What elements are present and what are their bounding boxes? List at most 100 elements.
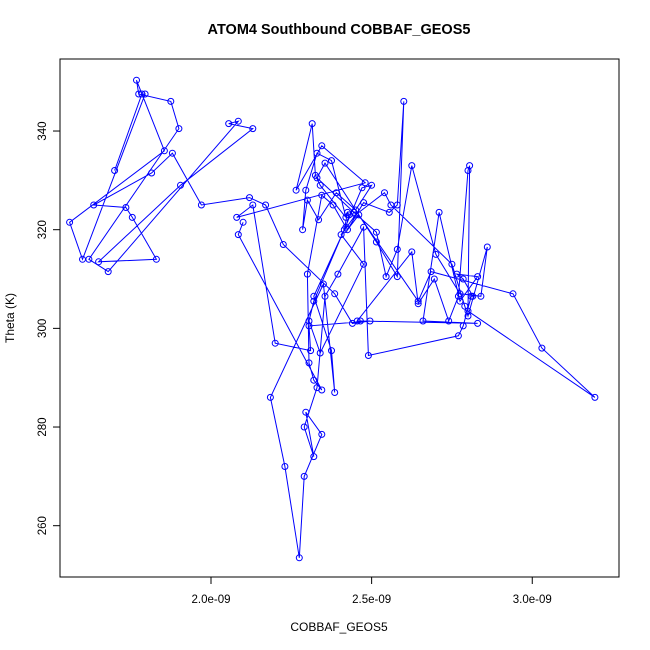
data-point [249, 125, 257, 133]
data-point [461, 302, 469, 310]
data-point [356, 317, 364, 325]
data-point [135, 90, 143, 98]
data-point [360, 199, 368, 207]
data-point [234, 231, 242, 239]
data-point [419, 317, 427, 325]
data-point [111, 167, 119, 174]
data-point [239, 218, 247, 226]
data-point [246, 194, 253, 202]
data-point [456, 297, 464, 305]
data-point [160, 147, 168, 155]
plot-frame [59, 58, 620, 578]
data-point [538, 344, 546, 352]
data-point [328, 347, 335, 355]
data-point [430, 275, 438, 283]
data-point [85, 255, 93, 263]
data-point [303, 270, 311, 278]
data-point [152, 255, 160, 263]
data-point [408, 162, 416, 170]
data-point [197, 201, 205, 209]
data-point [364, 352, 372, 359]
data-point [133, 76, 140, 84]
data-point [262, 201, 270, 209]
data-point [393, 201, 401, 209]
data-point [448, 260, 456, 268]
data-point [167, 97, 175, 105]
data-point [299, 226, 307, 234]
data-point [318, 386, 326, 394]
x-tick-label: 3.0e-09 [513, 594, 552, 606]
data-point [355, 211, 363, 219]
data-point [361, 179, 369, 187]
y-tick-label: 260 [37, 516, 49, 535]
data-point [308, 120, 316, 128]
data-point [474, 273, 482, 281]
data-point [337, 231, 345, 239]
data-point [321, 159, 329, 167]
chart-title: ATOM4 Southbound COBBAF_GEOS5 [208, 22, 471, 38]
data-point [464, 307, 472, 315]
y-tick-label: 340 [37, 121, 49, 140]
data-point [372, 238, 380, 246]
y-tick-label: 300 [37, 319, 49, 338]
y-axis: 260 280 300 320 340 [37, 121, 61, 535]
data-point [366, 317, 374, 325]
data-point [435, 208, 443, 216]
data-point [459, 322, 467, 330]
data-point [400, 97, 408, 105]
data-point [474, 319, 482, 327]
data-point [432, 250, 440, 258]
data-point [168, 149, 176, 157]
data-point [302, 408, 310, 416]
data-point [307, 347, 315, 355]
data-point [459, 275, 467, 283]
data-point [292, 186, 300, 194]
data-point [316, 349, 324, 357]
data-point [225, 120, 233, 128]
y-tick-label: 320 [37, 220, 49, 239]
y-tick-label: 280 [37, 417, 49, 436]
data-point [358, 184, 366, 192]
data-point [445, 317, 453, 325]
data-point [509, 290, 517, 298]
data-point [310, 453, 318, 461]
data-point [279, 241, 287, 248]
data-point [331, 389, 339, 396]
data-point [233, 213, 241, 221]
data-point [302, 186, 310, 194]
data-point [328, 157, 335, 165]
data-point [332, 189, 340, 197]
data-point [321, 292, 329, 300]
data-point [345, 211, 353, 219]
data-point [95, 258, 103, 266]
data-point [477, 292, 485, 300]
data-point [300, 423, 308, 431]
data-point [318, 430, 326, 438]
data-point [90, 201, 98, 209]
data-point [331, 290, 339, 298]
data-point [382, 273, 390, 281]
data-point [316, 181, 324, 189]
data-point [385, 208, 393, 216]
data-point [305, 322, 313, 330]
data-point [295, 554, 303, 562]
data-point [313, 149, 321, 157]
data-point [177, 181, 184, 189]
data-point [381, 189, 388, 197]
data-point [483, 243, 491, 251]
data-point [393, 245, 401, 253]
data-point [466, 162, 474, 170]
data-point [271, 339, 279, 347]
data-point [303, 196, 311, 204]
data-point [234, 117, 242, 125]
data-point [372, 228, 380, 236]
data-point [334, 270, 342, 278]
series-layer [66, 76, 599, 562]
data-point [464, 167, 472, 174]
data-point [310, 376, 318, 384]
data-point [175, 125, 183, 133]
x-tick-label: 2.0e-09 [191, 594, 230, 606]
data-point [310, 297, 318, 305]
data-point [305, 317, 313, 325]
